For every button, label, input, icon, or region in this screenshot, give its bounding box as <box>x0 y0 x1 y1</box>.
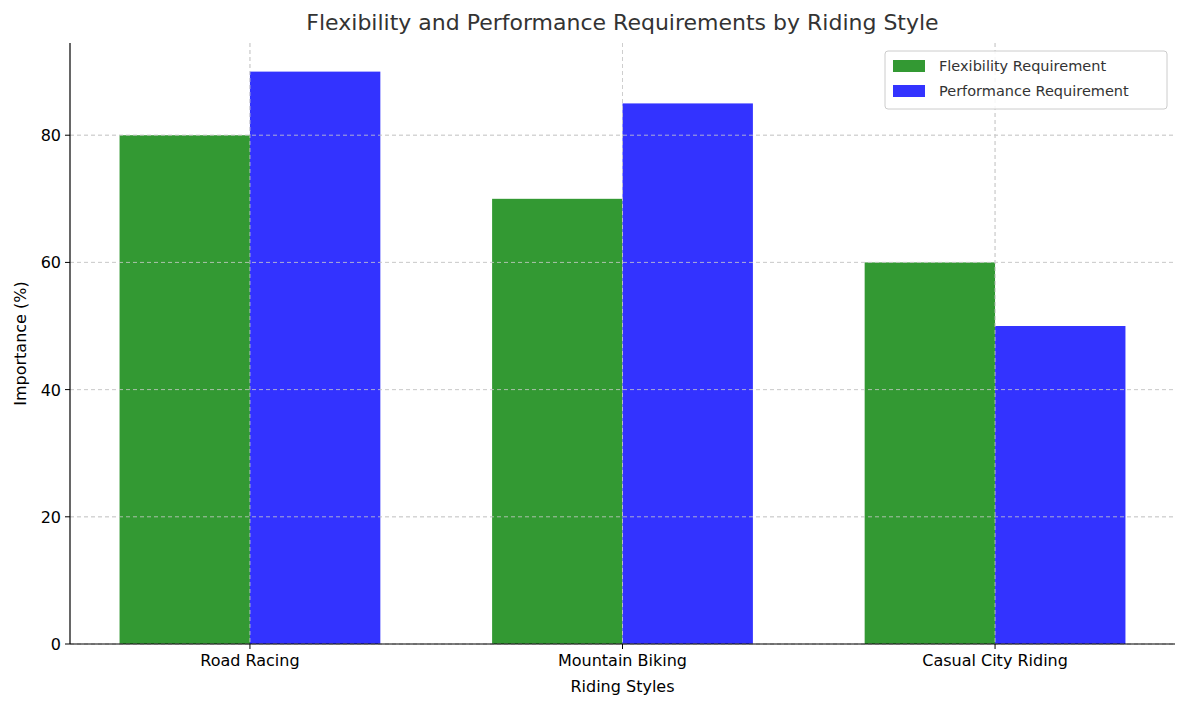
y-tick <box>65 644 70 645</box>
y-grid-line <box>70 135 1175 136</box>
legend: Flexibility Requirement Performance Requi… <box>885 51 1167 109</box>
y-grid-line <box>70 389 1175 390</box>
grid-overlay <box>70 43 1175 644</box>
legend-frame <box>885 51 1167 109</box>
x-grid-line <box>622 43 623 644</box>
y-grid-line <box>70 262 1175 263</box>
y-tick <box>65 516 70 517</box>
y-tick <box>65 262 70 263</box>
y-grid-line <box>70 516 1175 517</box>
x-axis-label: Riding Styles <box>570 677 674 696</box>
x-tick <box>995 644 996 649</box>
x-grid-line <box>249 43 250 644</box>
y-axis-line <box>69 43 70 644</box>
chart-root: 0 20 40 60 80 Road Racing Mountain Biking Casua… <box>0 0 1187 708</box>
title: Flexibility and Performance Requirements… <box>306 10 938 35</box>
y-tick-label: 60 <box>41 253 61 272</box>
y-tick <box>65 389 70 390</box>
chart: 0 20 40 60 80 Road Racing Mountain Biking Casua… <box>0 0 1187 708</box>
bar <box>623 103 753 644</box>
x-tick-label: Road Racing <box>200 651 299 670</box>
x-tick-label: Mountain Biking <box>558 651 687 670</box>
x-grid-line <box>995 43 996 644</box>
x-tick <box>622 644 623 649</box>
y-tick-label: 40 <box>41 381 61 400</box>
y-tick-label: 20 <box>41 508 61 527</box>
y-tick-label: 0 <box>51 635 61 654</box>
bar <box>995 326 1125 644</box>
grid <box>70 43 1175 644</box>
legend-label: Flexibility Requirement <box>939 58 1106 74</box>
x-tick-label: Casual City Riding <box>922 651 1068 670</box>
legend-swatch <box>893 60 925 72</box>
y-tick <box>65 135 70 136</box>
legend-swatch <box>893 85 925 97</box>
y-tick-label: 80 <box>41 126 61 145</box>
legend-label: Performance Requirement <box>939 83 1129 99</box>
bar <box>492 199 622 644</box>
bar <box>250 72 380 644</box>
y-axis-label: Importance (%) <box>11 281 30 405</box>
bar <box>865 262 995 644</box>
x-tick <box>249 644 250 649</box>
